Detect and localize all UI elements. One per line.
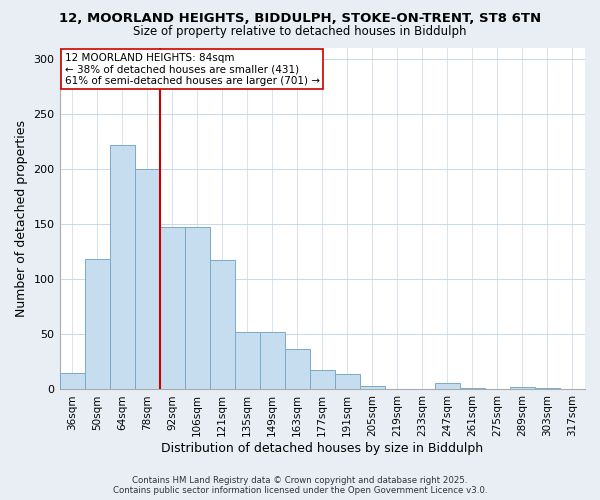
Bar bbox=[285, 348, 310, 390]
Y-axis label: Number of detached properties: Number of detached properties bbox=[15, 120, 28, 317]
Bar bbox=[85, 260, 110, 390]
Bar bbox=[160, 228, 185, 390]
Bar bbox=[460, 388, 485, 390]
Bar bbox=[134, 169, 160, 390]
Bar bbox=[110, 144, 134, 390]
Title: 12, MOORLAND HEIGHTS, BIDDULPH, STOKE-ON-TRENT, ST8 6TN
Size of property relativ: 12, MOORLAND HEIGHTS, BIDDULPH, STOKE-ON… bbox=[0, 499, 1, 500]
Text: 12, MOORLAND HEIGHTS, BIDDULPH, STOKE-ON-TRENT, ST8 6TN: 12, MOORLAND HEIGHTS, BIDDULPH, STOKE-ON… bbox=[59, 12, 541, 26]
Bar bbox=[59, 373, 85, 390]
Text: 12 MOORLAND HEIGHTS: 84sqm
← 38% of detached houses are smaller (431)
61% of sem: 12 MOORLAND HEIGHTS: 84sqm ← 38% of deta… bbox=[65, 52, 320, 86]
Bar bbox=[535, 388, 560, 390]
Bar bbox=[235, 332, 260, 390]
Text: Contains HM Land Registry data © Crown copyright and database right 2025.
Contai: Contains HM Land Registry data © Crown c… bbox=[113, 476, 487, 495]
Bar bbox=[510, 388, 535, 390]
X-axis label: Distribution of detached houses by size in Biddulph: Distribution of detached houses by size … bbox=[161, 442, 484, 455]
Bar bbox=[185, 228, 209, 390]
Text: Size of property relative to detached houses in Biddulph: Size of property relative to detached ho… bbox=[133, 25, 467, 38]
Bar bbox=[209, 260, 235, 390]
Bar bbox=[335, 374, 360, 390]
Bar bbox=[435, 383, 460, 390]
Bar bbox=[310, 370, 335, 390]
Bar bbox=[360, 386, 385, 390]
Bar bbox=[260, 332, 285, 390]
